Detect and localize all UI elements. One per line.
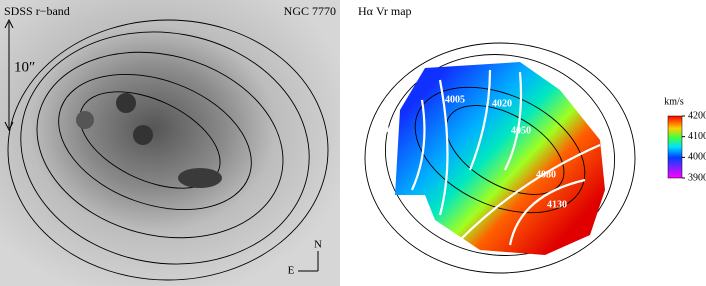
colorbar-unit: km/s (664, 96, 684, 107)
band-label: SDSS r−band (4, 4, 70, 18)
object-name: NGC 7770 (284, 4, 336, 18)
contour-label: 4130 (547, 199, 567, 210)
velocity-contours (410, 69, 601, 246)
contour-label: 4080 (536, 169, 556, 180)
scale-label: 10″ (14, 59, 35, 75)
compass-east: E (288, 265, 295, 277)
velocity-map (395, 62, 605, 255)
colorbar-tick-label: 3900 (688, 172, 706, 183)
contour-label: 4050 (511, 125, 531, 136)
contour-label: 4020 (492, 98, 512, 109)
contours (364, 42, 636, 274)
colorbar-tick-label: 4100 (688, 131, 706, 142)
colorbar-tick-label: 4200 (688, 110, 706, 121)
colorbar-tick-label: 4000 (688, 152, 706, 163)
compass (298, 251, 319, 272)
isophotes (7, 19, 329, 281)
contour-label: 3990 (374, 124, 394, 135)
contour-label: 4005 (445, 94, 465, 105)
map-title: Hα Vr map (358, 4, 412, 18)
sdss-image (0, 0, 340, 286)
compass-north: N (314, 239, 322, 251)
scale-arrows (4, 18, 14, 132)
black-contours (414, 86, 586, 214)
colorbar (667, 115, 683, 179)
